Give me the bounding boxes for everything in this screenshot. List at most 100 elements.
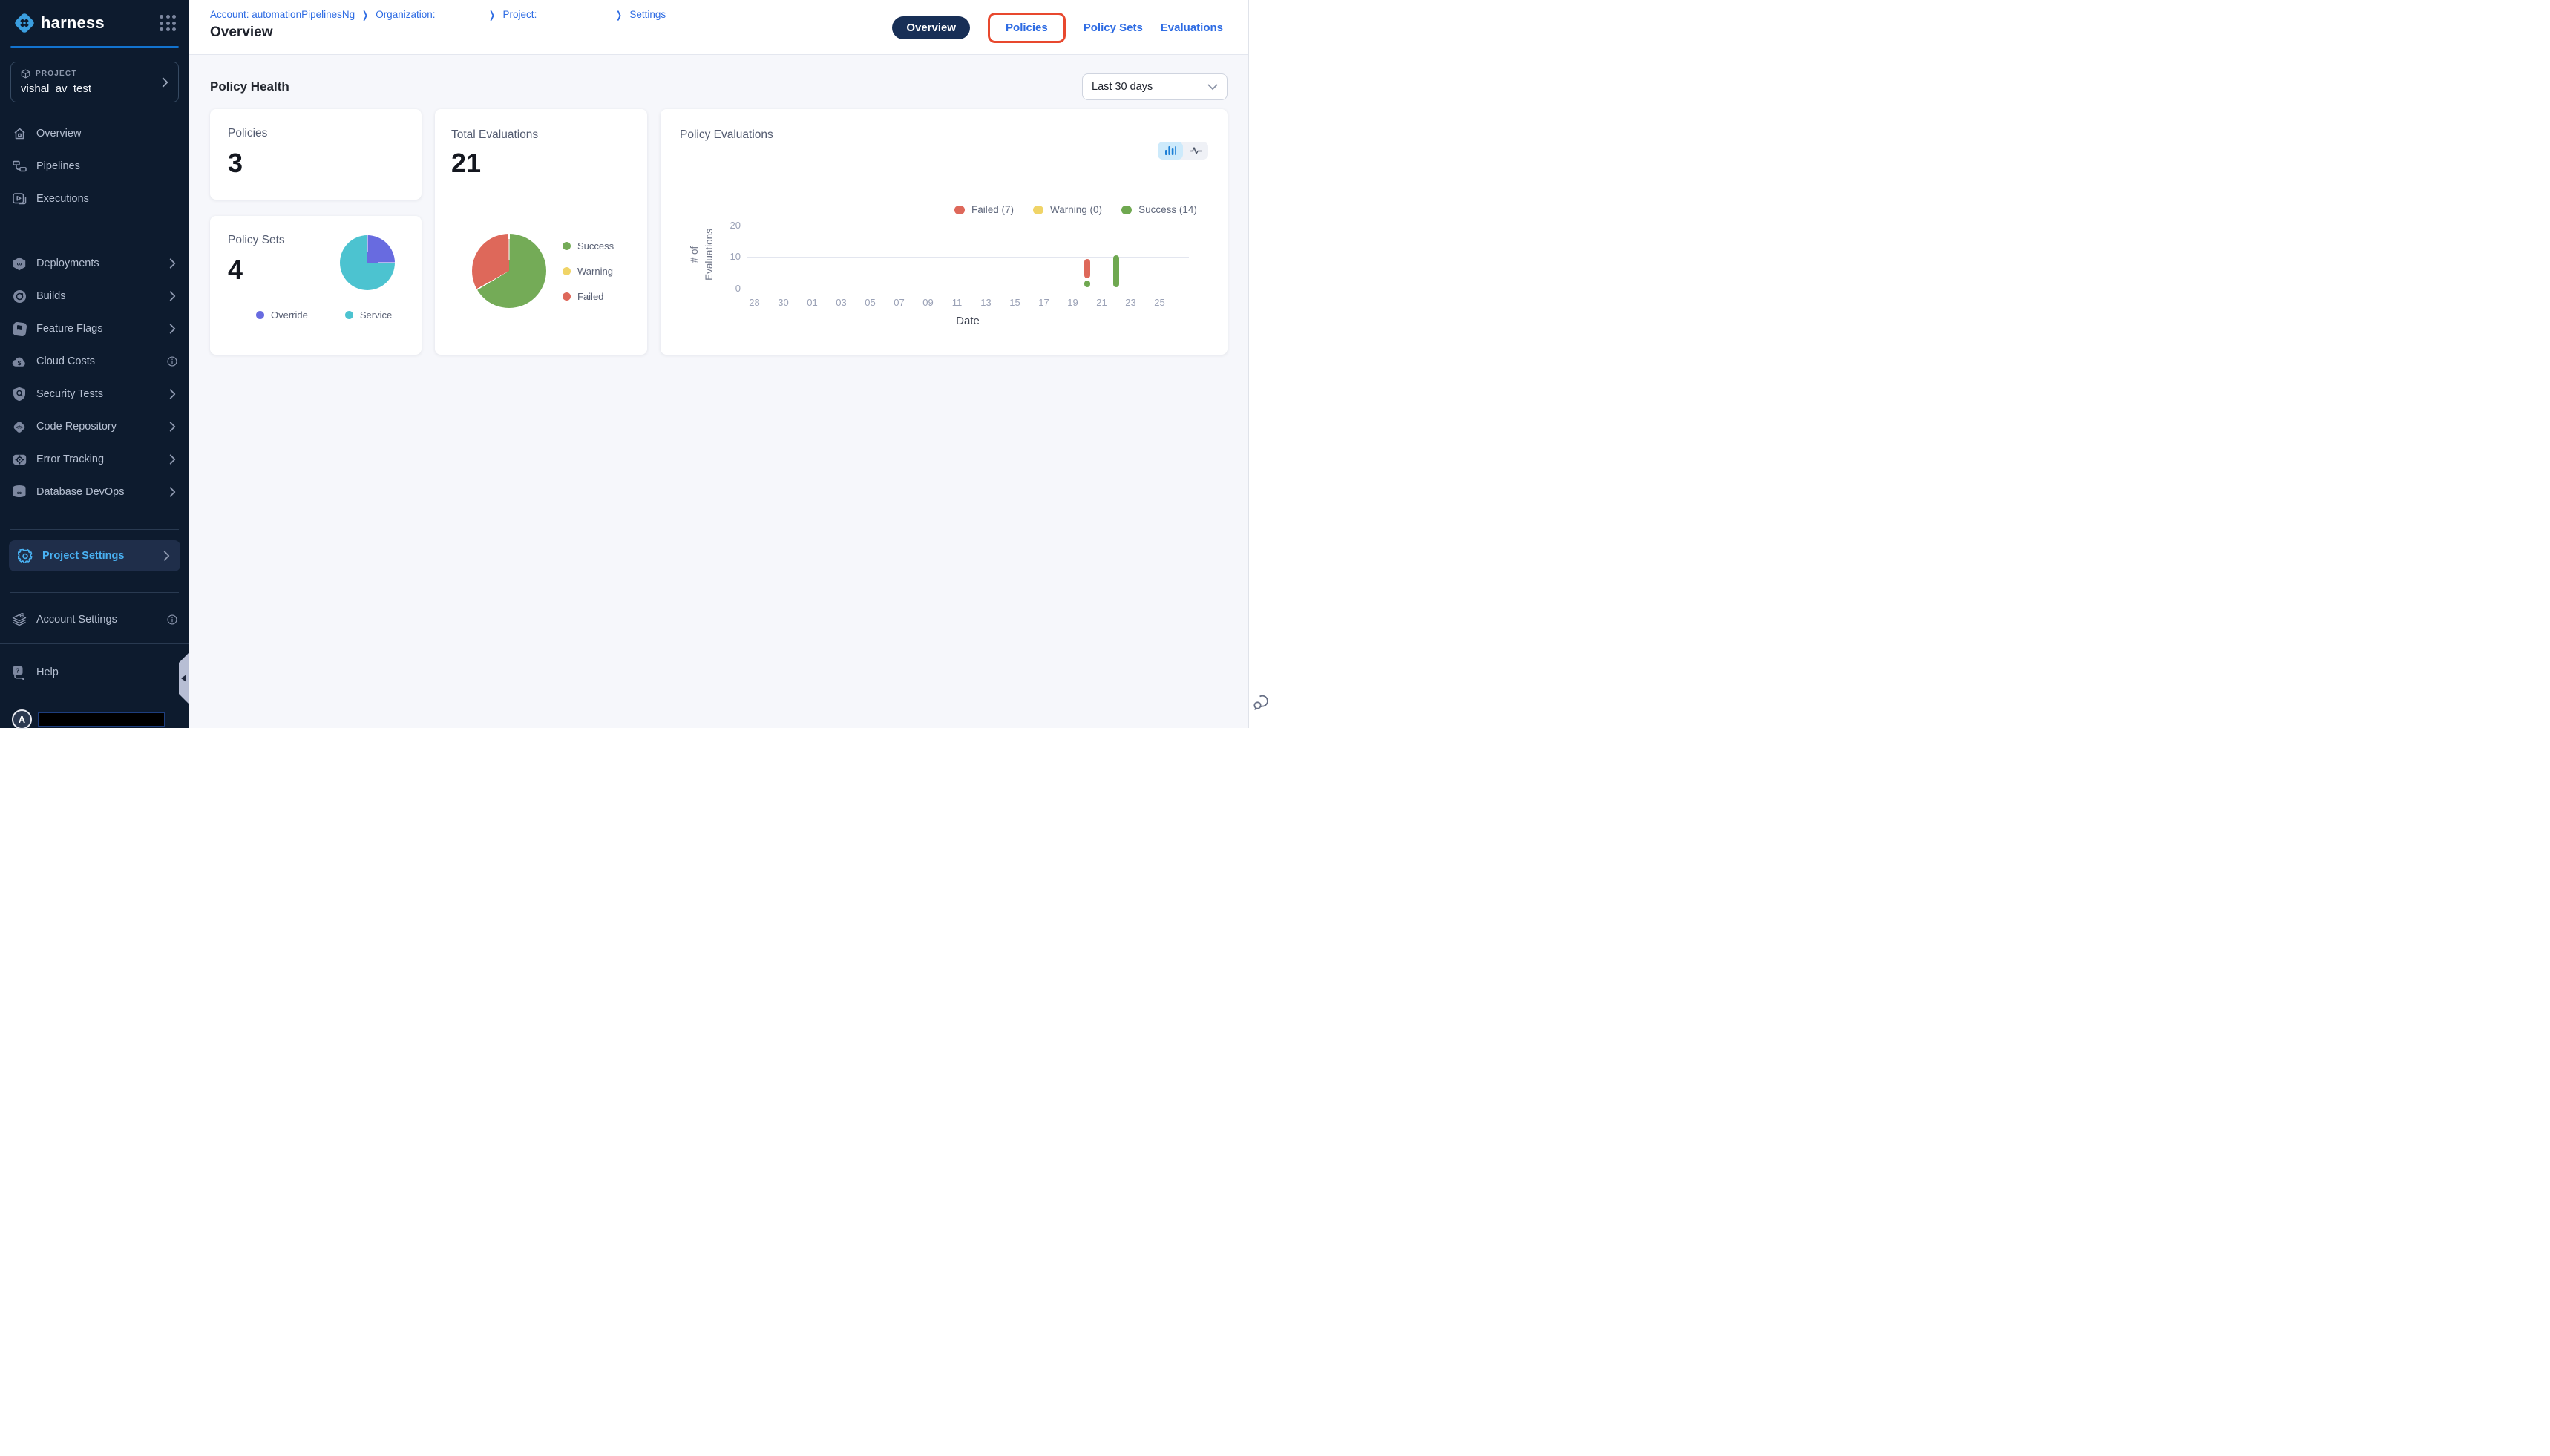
sidebar-item-project-settings[interactable]: Project Settings: [9, 540, 180, 571]
code-repository-icon: </>: [12, 419, 27, 434]
sidebar-item-label: Deployments: [36, 258, 99, 269]
breadcrumb-link-organization[interactable]: Organization:: [376, 9, 436, 20]
policy-evaluations-card: Policy Evaluations Failed (7) Warning (0)…: [661, 109, 1228, 355]
app-switcher-icon[interactable]: [160, 15, 176, 31]
chevron-right-icon: [167, 324, 177, 334]
legend-item-success-14-: Success (14): [1121, 204, 1197, 215]
layers-icon: [12, 612, 27, 627]
x-axis-tick: 01: [807, 297, 818, 308]
x-axis-tick: 28: [749, 297, 760, 308]
policy-evaluations-plot: # of Evaluations Date 0 10 20 28 30 01 03 05 07 0…: [689, 220, 1189, 339]
x-axis-tick: 07: [894, 297, 905, 308]
sidebar-item-label: Builds: [36, 290, 66, 302]
feature-flags-icon: [12, 321, 27, 336]
home-icon: [12, 126, 27, 141]
policy-sets-pie-chart: [340, 235, 395, 290]
sidebar-item-help[interactable]: ? Help: [0, 656, 189, 689]
user-avatar[interactable]: A: [12, 709, 32, 729]
chevron-right-icon: [167, 454, 177, 465]
x-axis-tick: 25: [1154, 297, 1165, 308]
tab-policies[interactable]: Policies: [988, 12, 1066, 43]
sidebar-item-feature-flags[interactable]: Feature Flags: [0, 312, 189, 345]
x-axis-tick: 15: [1009, 297, 1020, 308]
svg-text:</>: </>: [16, 425, 23, 430]
breadcrumb-separator-icon: ❯: [616, 8, 623, 21]
sidebar-item-database-devops[interactable]: ∞ Database DevOps: [0, 476, 189, 508]
collapse-arrow-icon: [180, 675, 186, 682]
line-chart-icon: [1190, 147, 1202, 154]
security-tests-icon: [12, 387, 27, 401]
gear-icon: [18, 548, 33, 563]
chart-type-toggle: [1158, 142, 1208, 160]
x-axis-tick: 30: [778, 297, 789, 308]
sidebar-item-label: Database DevOps: [36, 486, 125, 498]
total-evaluations-card-label: Total Evaluations: [451, 128, 539, 141]
tab-policy-sets[interactable]: Policy Sets: [1083, 21, 1143, 34]
date-range-value: Last 30 days: [1092, 81, 1153, 93]
chevron-right-icon: [167, 389, 177, 399]
sidebar-item-builds[interactable]: Builds: [0, 280, 189, 312]
sidebar-nav-primary: Overview Pipelines Executions: [0, 117, 189, 215]
svg-text:∞: ∞: [17, 489, 22, 496]
policy-sets-legend: Override Service: [228, 309, 404, 321]
legend-label: Success (14): [1138, 204, 1197, 215]
legend-dot-icon: [1121, 205, 1133, 214]
sidebar-item-executions[interactable]: Executions: [0, 183, 189, 215]
project-selector[interactable]: PROJECT vishal_av_test: [10, 62, 179, 102]
breadcrumb-link-account-automationpipelinesng[interactable]: Account: automationPipelinesNg: [210, 9, 355, 20]
logo-wordmark: harness: [41, 13, 105, 32]
breadcrumb-separator-icon: ❯: [489, 8, 496, 21]
bar-chart-toggle-button[interactable]: [1158, 142, 1183, 160]
sidebar-accent-divider: [10, 46, 179, 48]
right-gutter: [1248, 0, 1275, 728]
sidebar-item-overview[interactable]: Overview: [0, 117, 189, 150]
x-axis-tick: 09: [922, 297, 934, 308]
sidebar-item-label: Error Tracking: [36, 453, 105, 465]
cube-icon: [21, 69, 30, 79]
sidebar-item-security-tests[interactable]: Security Tests: [0, 378, 189, 410]
sidebar-collapse-handle[interactable]: [179, 652, 189, 704]
legend-item-warning: Warning: [563, 266, 614, 277]
policy-sets-card: Policy Sets 4 Override Service: [210, 216, 422, 355]
sidebar-item-deployments[interactable]: ∞ Deployments: [0, 247, 189, 280]
legend-label: Override: [271, 309, 308, 321]
chevron-right-icon: [167, 291, 177, 301]
chat-support-icon[interactable]: [1252, 692, 1271, 712]
pipelines-icon: [12, 159, 27, 174]
page-header: Account: automationPipelinesNg ❯ Organizat…: [189, 0, 1248, 55]
chevron-right-icon: [167, 422, 177, 432]
info-icon: [167, 614, 177, 626]
breadcrumb-link-settings[interactable]: Settings: [629, 9, 666, 20]
sidebar-item-label: Account Settings: [36, 614, 117, 626]
bar-chart-icon: [1165, 146, 1176, 155]
total-evaluations-card: Total Evaluations 21 Success Warning Faile…: [435, 109, 647, 355]
sidebar-item-cloud-costs[interactable]: $ Cloud Costs: [0, 345, 189, 378]
sidebar-item-error-tracking[interactable]: Error Tracking: [0, 443, 189, 476]
legend-dot-icon: [1033, 205, 1044, 214]
main-content: Policy Health Last 30 days Policies 3 Po…: [189, 55, 1248, 728]
bar-segment-success-day-22: [1113, 255, 1119, 287]
sidebar-item-label: Cloud Costs: [36, 355, 95, 367]
legend-dot-icon: [954, 205, 965, 214]
database-devops-icon: ∞: [12, 485, 27, 499]
sidebar-item-code-repository[interactable]: </> Code Repository: [0, 410, 189, 443]
policies-card: Policies 3: [210, 109, 422, 200]
executions-icon: [12, 191, 27, 206]
tab-evaluations[interactable]: Evaluations: [1160, 21, 1223, 34]
sidebar-item-pipelines[interactable]: Pipelines: [0, 150, 189, 183]
total-evaluations-pie-chart: [472, 234, 546, 308]
x-axis-tick: 11: [951, 297, 963, 308]
cloud-costs-icon: $: [12, 354, 27, 369]
tab-overview[interactable]: Overview: [892, 16, 971, 39]
sidebar-item-label: Security Tests: [36, 388, 103, 400]
breadcrumb-link-project[interactable]: Project:: [502, 9, 537, 20]
legend-label: Warning (0): [1050, 204, 1103, 215]
redacted-username[interactable]: [38, 712, 165, 727]
line-chart-toggle-button[interactable]: [1183, 142, 1208, 160]
date-range-select[interactable]: Last 30 days: [1082, 73, 1228, 100]
info-icon: [167, 355, 177, 367]
sidebar-item-account-settings[interactable]: Account Settings: [0, 603, 189, 636]
x-axis-tick: 03: [836, 297, 847, 308]
svg-text:∞: ∞: [17, 260, 22, 268]
help-icon: ?: [12, 665, 27, 680]
